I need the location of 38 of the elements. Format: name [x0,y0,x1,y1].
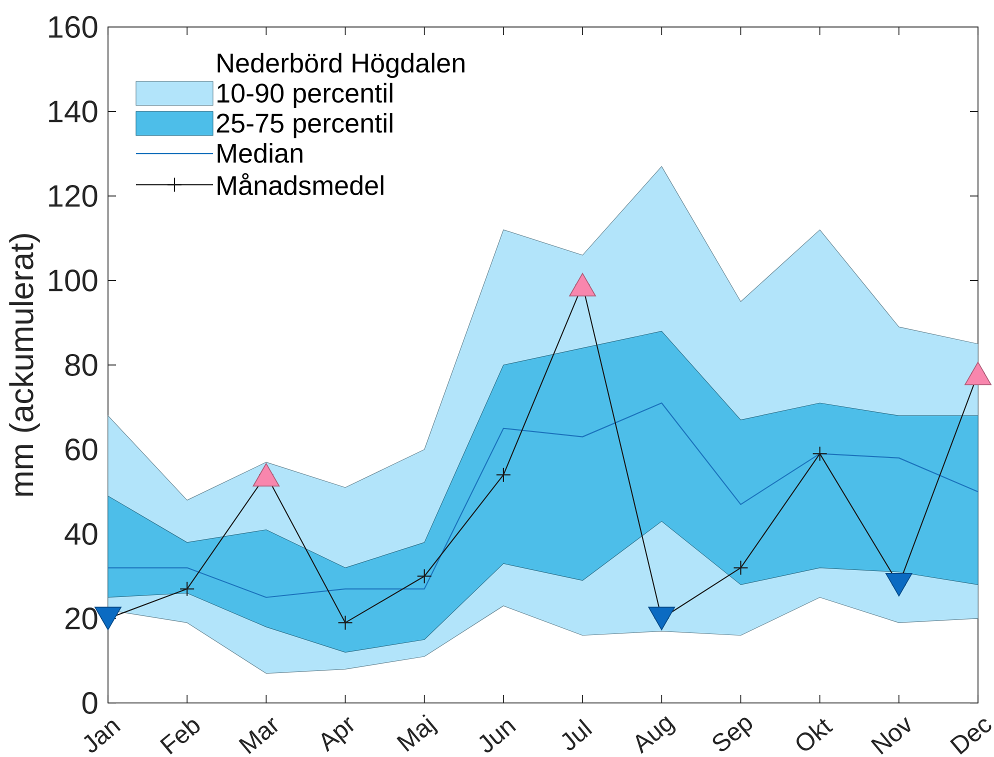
x-tick-label: Apr [322,717,354,752]
x-tick-label: Maj [396,714,438,752]
y-tick-label: 80 [65,354,98,376]
y-tick-label: 20 [66,608,98,630]
point [885,572,912,596]
y-tick-label: 140 [49,100,98,122]
x-tick-label: Sep [712,718,752,752]
x-tick-label: Jun [479,720,516,752]
point [648,606,676,630]
legend-label: 10-90 percentil [218,82,392,108]
y-tick-label: 160 [49,16,98,38]
x-tick-label: Mar [238,718,278,754]
point [416,568,432,584]
x-tick-label: Okt [796,718,834,751]
y-axis-title: mm (ackumulerat) [9,234,40,496]
y-tick-label: 100 [49,270,98,292]
x-tick-label: Feb [160,720,200,754]
point [569,273,596,296]
y-tick-label: 60 [66,438,98,460]
point [733,560,748,576]
point [496,467,512,482]
point [180,581,195,596]
x-tick-label: Jan [84,720,121,752]
legend-label: Median [218,143,302,163]
x-tick-label: Dec [950,719,992,754]
y-tick-label: 40 [64,523,98,545]
point [338,615,353,630]
point [812,446,828,462]
point [252,463,280,487]
y-tick-label: 120 [49,185,98,207]
y-tick-label: 0 [82,692,98,714]
x-tick-label: Jul [562,718,592,750]
line-series [107,402,979,598]
legend-label: 25-75 percentil [216,112,392,138]
legend-title: Nederbörd Högdalen [218,52,464,78]
legend-label: Månadsmedel [218,173,384,196]
x-tick-label: Aug [636,716,676,754]
x-tick-label: Nov [870,717,911,754]
